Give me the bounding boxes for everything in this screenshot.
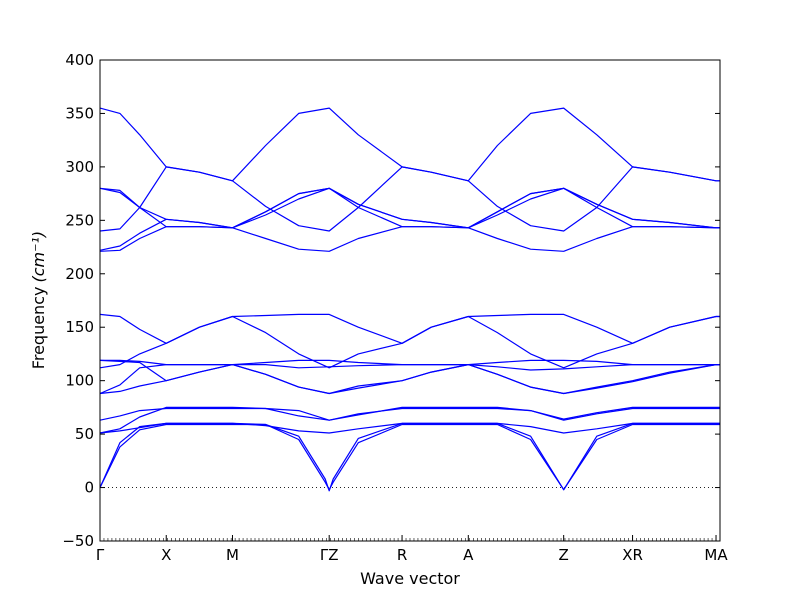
y-tick-label: 300 [65,158,94,176]
y-tick-label: 250 [65,211,94,229]
y-axis-label-text: Frequency [29,287,48,370]
phonon-branch-16 [99,187,720,229]
y-tick-label: 50 [75,425,94,443]
phonon-branch-13 [99,187,720,251]
x-tick-label: XR [622,546,643,564]
phonon-branch-9 [99,359,720,395]
y-tick-label: 150 [65,318,94,336]
plot-frame [99,59,721,542]
x-axis-label: Wave vector [360,569,460,588]
y-axis-label: Frequency (cm⁻¹) [29,231,48,369]
phonon-branch-17 [99,107,720,232]
phonon-branch-15 [99,187,720,229]
y-tick-label: 100 [65,372,94,390]
x-tick-label: ΓZ [320,546,339,564]
phonon-branch-5 [99,407,720,421]
y-tick-label: 350 [65,104,94,122]
y-axis-unit: (cm⁻¹) [29,231,48,283]
x-tick-label: M [226,546,239,564]
y-tick-label: 400 [65,51,94,69]
phonon-branch-8 [100,359,720,366]
y-tick-label: −50 [62,532,94,550]
phonon-branch-11 [99,315,720,369]
y-tick-label: 200 [65,265,94,283]
x-tick-label: Z [559,546,569,564]
phonon-branch-2 [99,422,720,492]
phonon-branch-3 [99,406,720,434]
phonon-branch-1 [99,423,720,491]
phonon-branch-6 [99,364,720,395]
x-tick-label: MA [704,546,728,564]
x-tick-label: Γ [96,546,105,564]
phonon-branch-12 [99,226,720,252]
phonon-branch-7 [99,364,720,395]
x-tick-label: R [397,546,407,564]
y-tick-label: 0 [84,479,94,497]
x-tick-label: X [161,546,171,564]
x-tick-label: A [463,546,474,564]
phonon-branch-4 [99,422,720,434]
phonon-branch-14 [99,107,720,232]
